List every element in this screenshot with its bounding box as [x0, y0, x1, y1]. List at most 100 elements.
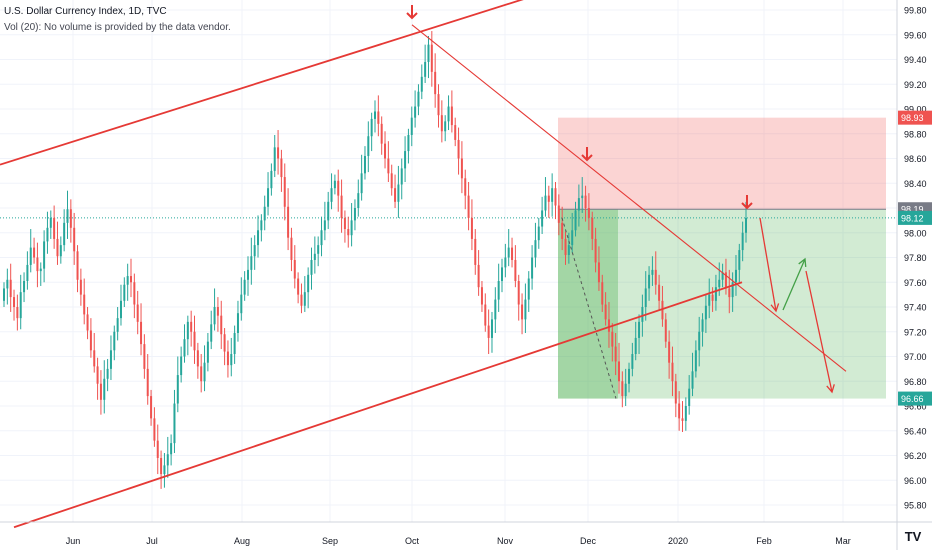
price-tick-label: 96.80	[904, 377, 927, 387]
candle-body	[641, 307, 644, 322]
candle	[340, 179, 343, 233]
candle-body	[236, 313, 239, 333]
candle-body	[99, 383, 102, 400]
candle	[437, 84, 440, 128]
candle	[658, 274, 661, 310]
candle-body	[103, 378, 106, 400]
candle-body	[216, 307, 219, 316]
candle-body	[267, 188, 270, 207]
symbol-title[interactable]: U.S. Dollar Currency Index, 1D, TVC	[4, 6, 167, 17]
candle	[206, 332, 209, 372]
candle	[678, 391, 681, 431]
candle-body	[524, 299, 527, 320]
candle	[624, 368, 627, 406]
candle-body	[390, 173, 393, 189]
candle	[604, 292, 607, 326]
candle	[317, 236, 320, 267]
candle	[83, 278, 86, 325]
candle	[99, 370, 102, 415]
candle-body	[253, 245, 256, 257]
candle	[638, 314, 641, 355]
candle	[541, 196, 544, 234]
candle	[651, 256, 654, 286]
candle-body	[581, 195, 584, 199]
candle	[170, 434, 173, 466]
candle-body	[360, 173, 363, 194]
price-tick-label: 96.40	[904, 426, 927, 436]
candle-body	[397, 184, 400, 202]
candle-body	[273, 147, 276, 171]
candle	[427, 35, 430, 79]
candle	[661, 285, 664, 327]
price-tick-label: 97.20	[904, 327, 927, 337]
candle-body	[577, 198, 580, 211]
time-tick-label: Dec	[580, 536, 597, 546]
candle-body	[688, 388, 691, 406]
volume-legend: Vol (20): No volume is provided by the d…	[4, 22, 231, 33]
candle	[287, 188, 290, 251]
candle	[617, 342, 620, 394]
candle-body	[504, 257, 507, 268]
time-axis[interactable]: Jun Jul Aug Sep Oct Nov Dec 2020 Feb Mar	[0, 521, 932, 546]
candle	[230, 337, 233, 377]
candle	[343, 210, 346, 243]
candle-body	[183, 339, 186, 357]
time-tick-label: Jul	[146, 536, 158, 546]
candle-body	[49, 217, 52, 228]
candle	[591, 211, 594, 251]
arrow-head	[406, 12, 418, 20]
candle	[587, 193, 590, 231]
candle	[614, 332, 617, 376]
candle-body	[290, 237, 293, 260]
candle-body	[270, 170, 273, 189]
candle	[571, 212, 574, 253]
candle-body	[153, 418, 156, 441]
candle-body	[681, 418, 684, 421]
candle-body	[226, 351, 229, 366]
candle	[561, 206, 564, 251]
candle-body	[33, 247, 36, 258]
candle-body	[490, 319, 493, 338]
candle	[156, 424, 159, 475]
candle-body	[186, 321, 189, 340]
candle	[417, 84, 420, 116]
candle	[146, 354, 149, 405]
candle-body	[113, 331, 116, 351]
candle-body	[460, 158, 463, 179]
candle-body	[347, 229, 350, 236]
candle	[701, 313, 704, 347]
candle	[327, 191, 330, 230]
price-tick-label: 97.60	[904, 278, 927, 288]
descending-trendline	[411, 24, 847, 372]
candle	[384, 131, 387, 169]
price-tick-label: 97.00	[904, 352, 927, 362]
candle	[487, 309, 490, 355]
candle	[694, 340, 697, 378]
candle	[300, 283, 303, 314]
candle	[176, 356, 179, 413]
candle-body	[410, 117, 413, 135]
candle-body	[631, 354, 634, 369]
candle	[153, 407, 156, 447]
candle-body	[46, 227, 49, 242]
candle	[13, 289, 16, 321]
candle-body	[487, 325, 490, 338]
candle	[691, 352, 694, 397]
candle	[363, 146, 366, 180]
candle	[721, 263, 724, 288]
candle	[584, 185, 587, 222]
candle-body	[310, 259, 313, 275]
candle	[467, 182, 470, 231]
price-label-text: 96.66	[901, 394, 924, 404]
upper-channel-line	[0, 0, 524, 166]
candle-body	[614, 346, 617, 362]
candle	[527, 271, 530, 312]
candle-body	[404, 151, 407, 169]
candle-body	[317, 245, 320, 254]
price-label-text: 98.19	[901, 205, 924, 215]
candle-body	[447, 106, 450, 122]
candle-body	[303, 292, 306, 306]
candle-body	[166, 454, 169, 466]
candle-body	[13, 297, 16, 307]
